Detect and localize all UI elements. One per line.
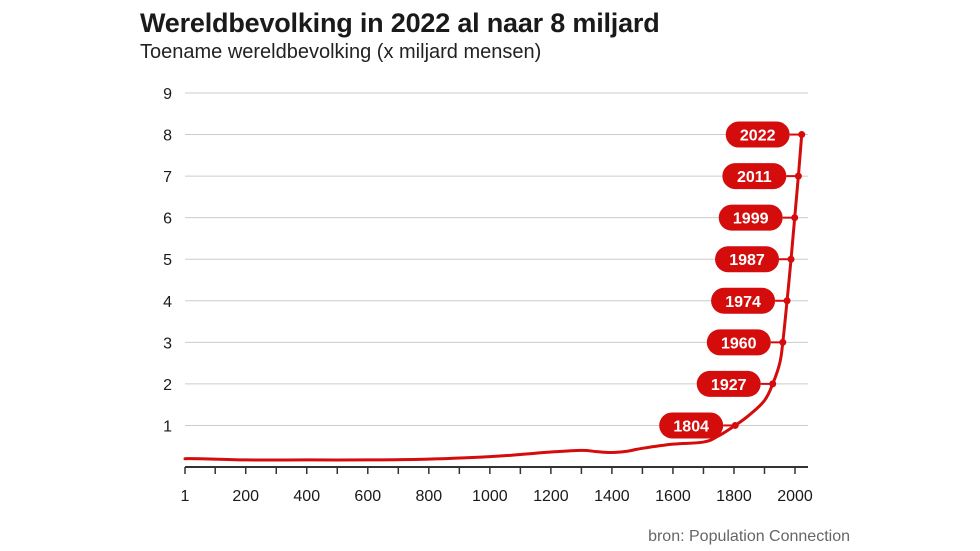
x-tick-label-200: 200 [232, 488, 259, 505]
x-tick-label-1600: 1600 [655, 488, 691, 505]
milestone-badge-1804 [659, 412, 724, 439]
x-tick-label-600: 600 [354, 488, 381, 505]
milestone-point-1960 [779, 338, 787, 346]
x-tick-label-400: 400 [293, 488, 320, 505]
milestone-point-2011 [794, 172, 802, 180]
chart-subtitle: Toename wereldbevolking (x miljard mense… [140, 41, 542, 63]
milestone-badge-1927 [696, 370, 761, 397]
y-tick-label-9: 9 [163, 86, 172, 103]
x-tick-label-1200: 1200 [533, 488, 569, 505]
milestone-label-1999: 1999 [733, 211, 769, 228]
x-tick-label-2000: 2000 [777, 488, 813, 505]
milestone-point-1927 [769, 380, 777, 388]
milestone-badge-1999 [718, 204, 783, 231]
milestone-badge-1987 [715, 246, 780, 273]
y-tick-label-3: 3 [163, 335, 172, 352]
x-axis: 1 200 400 600 800 1000 1200 1400 1600 1800 2000 [181, 466, 813, 505]
milestone-point-2022 [798, 131, 806, 139]
milestone-label-1960: 1960 [721, 335, 757, 352]
x-tick-label-1800: 1800 [716, 488, 752, 505]
milestone-point-1999 [791, 214, 799, 222]
milestone-badge-2022 [725, 121, 790, 148]
milestone-badge-1960 [706, 329, 771, 356]
milestones: 1804 1927 1960 1974 1987 1999 2011 2022 [659, 121, 806, 439]
series-layer [183, 133, 804, 462]
milestone-label-1927: 1927 [711, 377, 747, 394]
milestone-label-1987: 1987 [729, 252, 765, 269]
series-line-population [183, 133, 804, 462]
y-tick-label-7: 7 [163, 169, 172, 186]
chart-title: Wereldbevolking in 2022 al naar 8 miljar… [140, 8, 660, 38]
x-tick-label-1000: 1000 [472, 488, 508, 505]
y-tick-label-1: 1 [163, 418, 172, 435]
milestone-point-1987 [787, 255, 795, 263]
milestone-label-1804: 1804 [673, 418, 709, 435]
y-axis-labels: 1 2 3 4 5 6 7 8 9 [163, 86, 172, 435]
milestone-label-1974: 1974 [725, 294, 761, 311]
milestone-badge-1974 [711, 287, 776, 314]
source-note: bron: Population Connection [648, 528, 850, 545]
x-tick-label-800: 800 [415, 488, 442, 505]
y-tick-label-5: 5 [163, 252, 172, 269]
y-tick-label-4: 4 [163, 294, 172, 311]
milestone-label-2011: 2011 [737, 169, 772, 186]
y-tick-label-2: 2 [163, 377, 172, 394]
y-tick-label-6: 6 [163, 211, 172, 228]
milestone-label-2022: 2022 [740, 128, 776, 145]
x-tick-label-1400: 1400 [594, 488, 630, 505]
y-tick-label-8: 8 [163, 128, 172, 145]
milestone-point-1804 [731, 421, 739, 429]
x-tick-label-1: 1 [181, 488, 190, 505]
milestone-badge-2011 [722, 163, 787, 190]
milestone-point-1974 [783, 297, 791, 305]
